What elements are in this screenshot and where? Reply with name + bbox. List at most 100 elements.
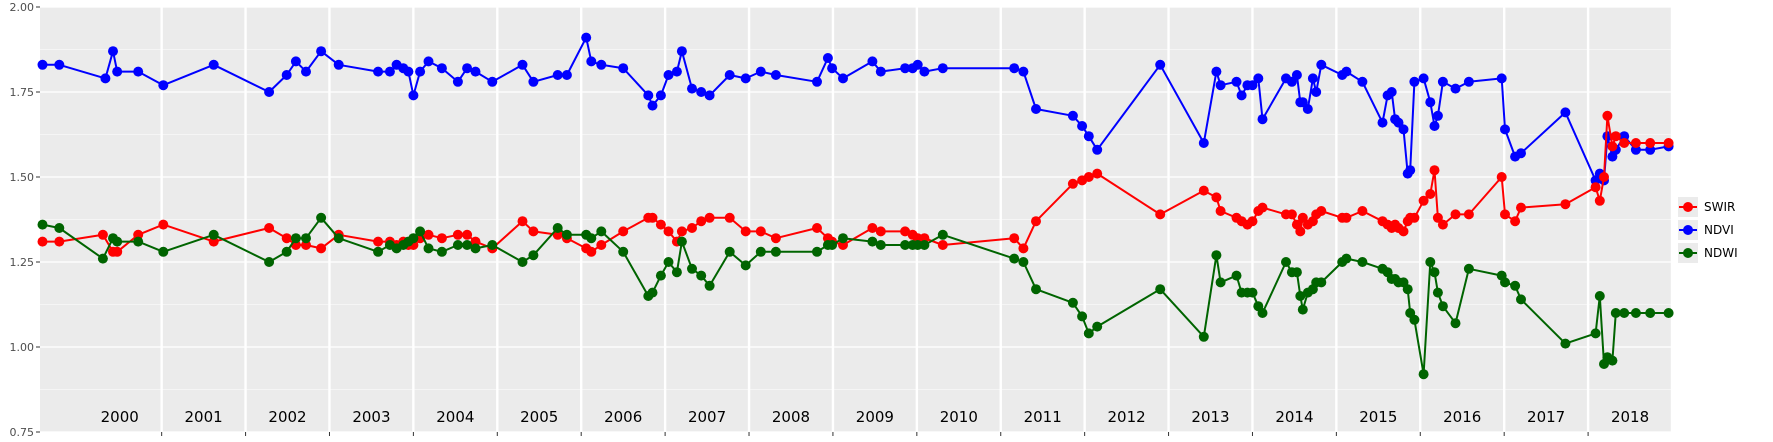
data-point [1398,124,1409,135]
data-point [264,223,275,233]
data-point [290,233,301,244]
data-point [663,70,674,80]
data-point [1307,73,1318,84]
data-point [517,59,528,70]
data-point [462,63,473,74]
data-point [676,236,687,247]
data-point [517,216,528,227]
data-point [1432,287,1443,298]
data-point [333,59,344,70]
data-point [655,90,666,101]
data-point [1281,257,1291,267]
data-point [724,246,735,257]
data-point [1316,277,1327,288]
data-point [436,246,447,257]
data-point [867,56,878,67]
data-point [1645,308,1656,318]
year-label: 2003 [352,408,390,426]
data-point [1429,121,1440,131]
year-label: 2017 [1527,408,1565,426]
data-point [1236,90,1247,101]
data-point [724,70,735,80]
data-point [1031,216,1041,227]
data-point [528,76,539,87]
data-point [875,240,886,250]
data-point [755,226,766,237]
data-point [1083,131,1094,142]
data-point [1450,318,1461,329]
data-point [827,63,838,74]
data-point [1009,233,1020,244]
year-label: 2001 [185,408,223,426]
data-point [1398,226,1409,237]
data-point [1500,124,1510,135]
data-point [1083,328,1094,339]
data-point [264,257,275,267]
year-label: 2004 [436,408,474,426]
data-point [822,53,833,63]
data-point [1198,331,1209,342]
data-point [403,66,414,77]
data-point [618,226,629,237]
data-point [1198,185,1209,196]
data-point [158,219,169,230]
grid-lines [40,6,1674,433]
data-point [1496,172,1507,182]
data-point [900,63,911,74]
data-point [1663,138,1674,148]
year-label: 2011 [1024,408,1062,426]
data-point [54,236,65,247]
data-point [1560,199,1571,210]
data-point [517,257,528,267]
data-point [1031,104,1041,114]
data-point [655,270,666,281]
data-point [470,66,481,77]
data-point [740,260,751,271]
data-point [1630,138,1641,148]
data-point [1231,76,1242,87]
data-point [1425,189,1436,199]
data-point [770,246,781,257]
data-point [1425,97,1436,108]
data-point [264,87,275,97]
data-point [1286,209,1297,220]
data-point [1215,206,1226,216]
data-point [1510,280,1521,291]
data-point [1437,76,1448,87]
data-point [316,212,327,223]
data-point [1590,182,1601,193]
data-point [97,229,108,240]
data-point [671,267,682,278]
data-point [581,32,592,43]
data-point [900,226,911,237]
data-point [618,246,629,257]
y-tick-label: 1.25 [10,256,35,269]
data-point [1092,168,1103,179]
data-point [1211,250,1222,261]
data-point [663,226,674,237]
data-point [1302,104,1313,114]
data-point [100,73,111,84]
data-point [97,253,108,264]
data-point [1418,369,1429,380]
data-point [112,66,123,77]
y-tick-label: 1.75 [10,86,35,99]
year-label: 2015 [1359,408,1397,426]
data-point [687,223,697,233]
year-label: 2009 [856,408,894,426]
data-point [1215,277,1226,288]
data-point [1516,148,1526,159]
data-point [1155,59,1166,70]
data-point [740,226,751,237]
data-point [108,46,118,57]
series-layer [37,32,1674,380]
data-point [812,223,822,233]
data-point [301,66,311,77]
data-point [1496,73,1507,84]
data-point [596,59,607,70]
data-point [1341,66,1352,77]
data-point [643,90,654,101]
data-point [1560,107,1571,118]
data-point [867,223,878,233]
data-point [1450,209,1461,220]
